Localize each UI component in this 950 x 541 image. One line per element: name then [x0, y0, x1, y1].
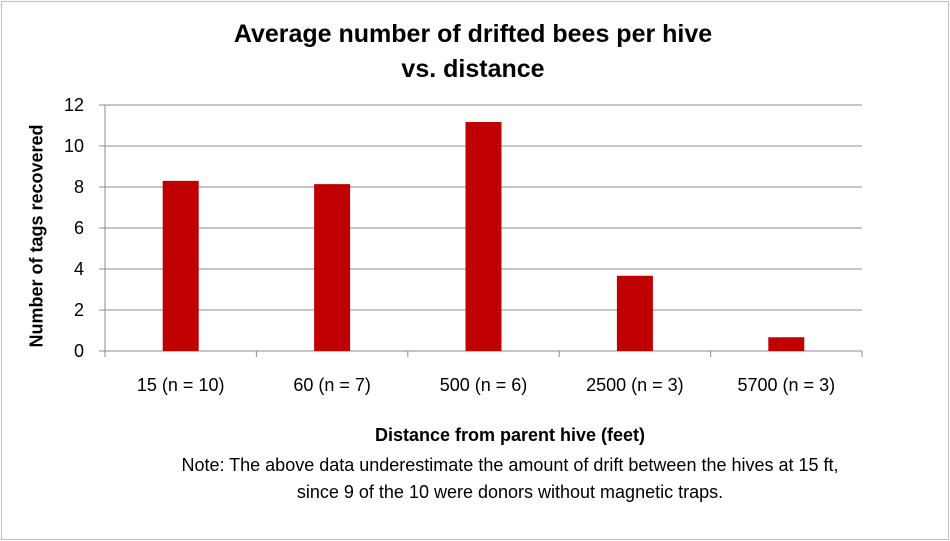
x-axis-label: Distance from parent hive (feet): [374, 425, 646, 445]
y-axis-label: Number of tags recovered: [26, 124, 47, 348]
chart-title-line-1: Average number of drifted bees per hive: [233, 20, 713, 48]
y-tick-label: 6: [74, 218, 84, 238]
y-tick-label: 0: [74, 341, 84, 361]
x-tick-label: 60 (n = 7): [293, 375, 371, 395]
note-line-2: since 9 of the 10 were donors without ma…: [296, 482, 724, 502]
y-tick-label: 8: [74, 177, 84, 197]
y-tick-label: 4: [74, 259, 84, 279]
bar: [465, 122, 502, 351]
x-tick-label: 500 (n = 6): [440, 375, 528, 395]
x-tick-label: 15 (n = 10): [137, 375, 225, 395]
bar: [768, 337, 805, 351]
y-tick-label: 12: [64, 95, 84, 115]
bar: [314, 184, 351, 351]
bar: [162, 180, 199, 351]
x-tick-label: 2500 (n = 3): [586, 375, 684, 395]
y-tick-label: 2: [74, 300, 84, 320]
x-tick-label: 5700 (n = 3): [738, 375, 836, 395]
chart-title-line-2: vs. distance: [401, 55, 545, 83]
bar: [616, 275, 653, 351]
y-tick-label: 10: [64, 136, 84, 156]
note-line-1: Note: The above data underestimate the a…: [181, 455, 839, 475]
